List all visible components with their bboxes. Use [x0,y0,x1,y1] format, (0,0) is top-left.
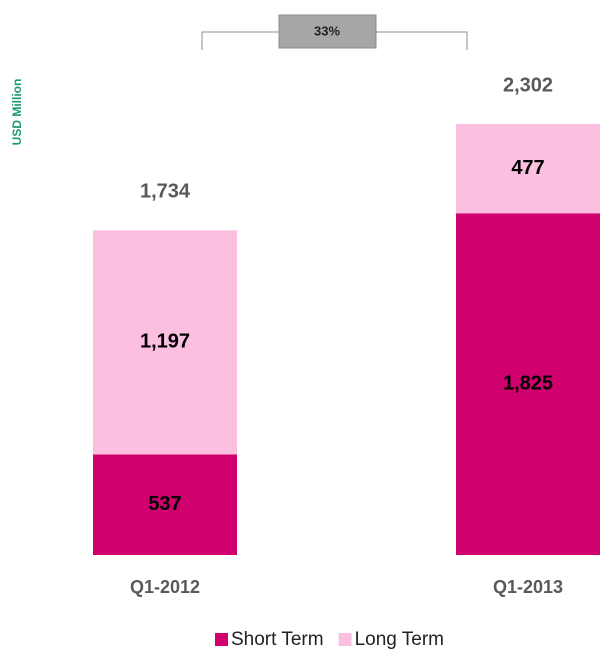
legend-label: Short Term [231,629,324,650]
total-label: 1,734 [140,181,191,203]
bar-segment [456,124,600,214]
value-label: 477 [511,157,544,179]
bar-segment [93,454,237,555]
value-label: 1,825 [503,372,553,394]
bar-segment [93,230,237,455]
value-label: 1,197 [140,331,190,353]
bar-segment [456,213,600,556]
legend-swatch [338,633,352,646]
x-tick-label: Q1-2012 [130,577,200,597]
growth-box [278,14,377,49]
growth-label: 33% [314,23,340,38]
y-axis-label: USD Million [10,79,24,146]
legend-swatch [215,633,228,646]
legend-label: Long Term [355,629,444,650]
x-tick-label: Q1-2013 [493,577,563,597]
total-label: 2,302 [503,74,553,96]
value-label: 537 [148,493,181,515]
